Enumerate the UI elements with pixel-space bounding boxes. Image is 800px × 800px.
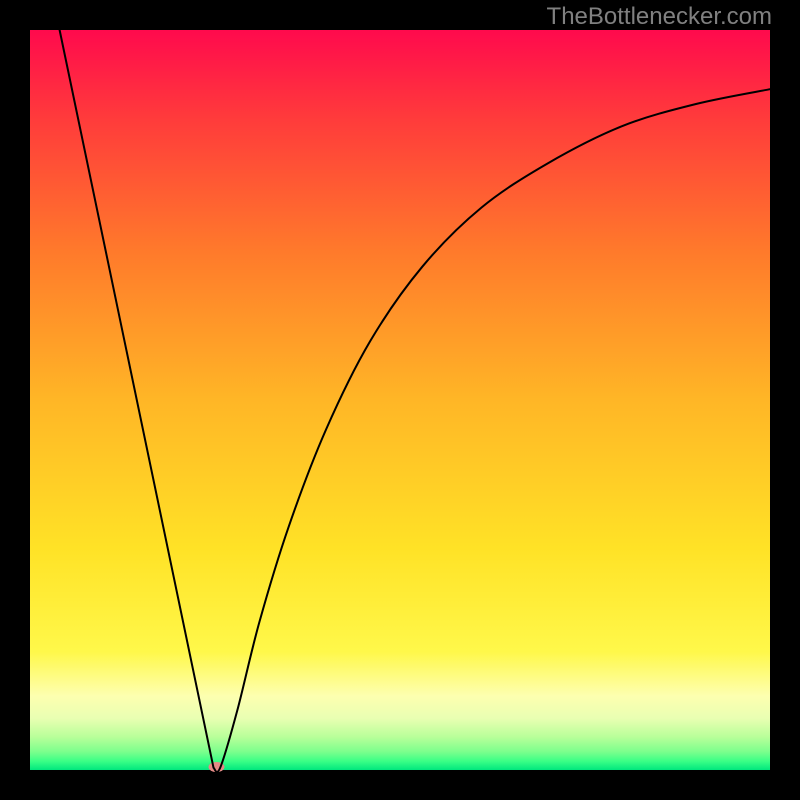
watermark-text: TheBottlenecker.com: [547, 3, 772, 31]
bottleneck-chart: [0, 0, 800, 800]
chart-root: TheBottlenecker.com: [0, 0, 800, 800]
plot-area: [30, 30, 770, 770]
